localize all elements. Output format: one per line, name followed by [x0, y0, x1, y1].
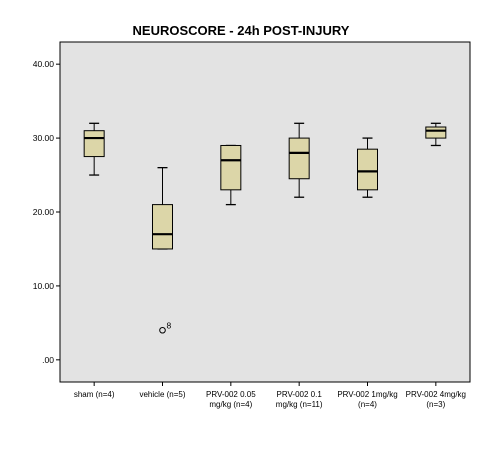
iqr-box	[152, 204, 173, 250]
box-group	[357, 137, 378, 198]
category-label-line: mg/kg (n=11)	[276, 400, 323, 409]
category-label-line: PRV-002 0.1	[277, 390, 323, 399]
iqr-box	[288, 137, 310, 180]
iqr-box	[220, 144, 242, 191]
category-label: PRV-002 1mg/kg (n=4)	[337, 390, 397, 409]
iqr-box	[425, 126, 447, 139]
y-tick-label: 40.00	[33, 59, 55, 69]
category-label-line: PRV-002 0.05	[206, 390, 256, 399]
box-group	[220, 144, 242, 206]
plot-area	[59, 41, 471, 383]
outlier-point	[159, 326, 166, 334]
category-label-line: (n=3)	[426, 400, 445, 409]
iqr-box	[83, 130, 105, 158]
category-label: sham (n=4)	[74, 390, 115, 399]
category-label: PRV-002 0.05 mg/kg (n=4)	[206, 390, 256, 409]
box-group	[83, 122, 105, 176]
category-label-line: PRV-002 1mg/kg	[337, 390, 397, 399]
category-label-line: (n=4)	[358, 400, 377, 409]
box-group	[425, 122, 447, 147]
y-tick-label: 10.00	[33, 281, 55, 291]
iqr-box	[357, 148, 378, 191]
category-label-line: sham (n=4)	[74, 390, 115, 399]
chart-title: NEUROSCORE - 24h POST-INJURY	[133, 23, 350, 38]
boxes-layer: 8	[83, 122, 447, 334]
category-label: vehicle (n=5)	[139, 390, 185, 399]
box-group: 8	[152, 167, 173, 334]
category-label: PRV-002 4mg/kg (n=3)	[406, 390, 466, 409]
category-label-line: mg/kg (n=4)	[209, 400, 252, 409]
box-group	[288, 122, 310, 198]
category-label-line: vehicle (n=5)	[139, 390, 185, 399]
y-axis: .00 10.00 20.00 30.00 40.00	[33, 59, 60, 365]
outlier-label: 8	[167, 320, 172, 330]
category-label-line: PRV-002 4mg/kg	[406, 390, 466, 399]
y-tick-label: 30.00	[33, 133, 55, 143]
x-axis: sham (n=4) vehicle (n=5) PRV-002 0.05 mg/kg…	[74, 382, 466, 409]
y-tick-label: 20.00	[33, 207, 55, 217]
category-label: PRV-002 0.1 mg/kg (n=11)	[276, 390, 323, 409]
y-tick-label: .00	[42, 355, 54, 365]
